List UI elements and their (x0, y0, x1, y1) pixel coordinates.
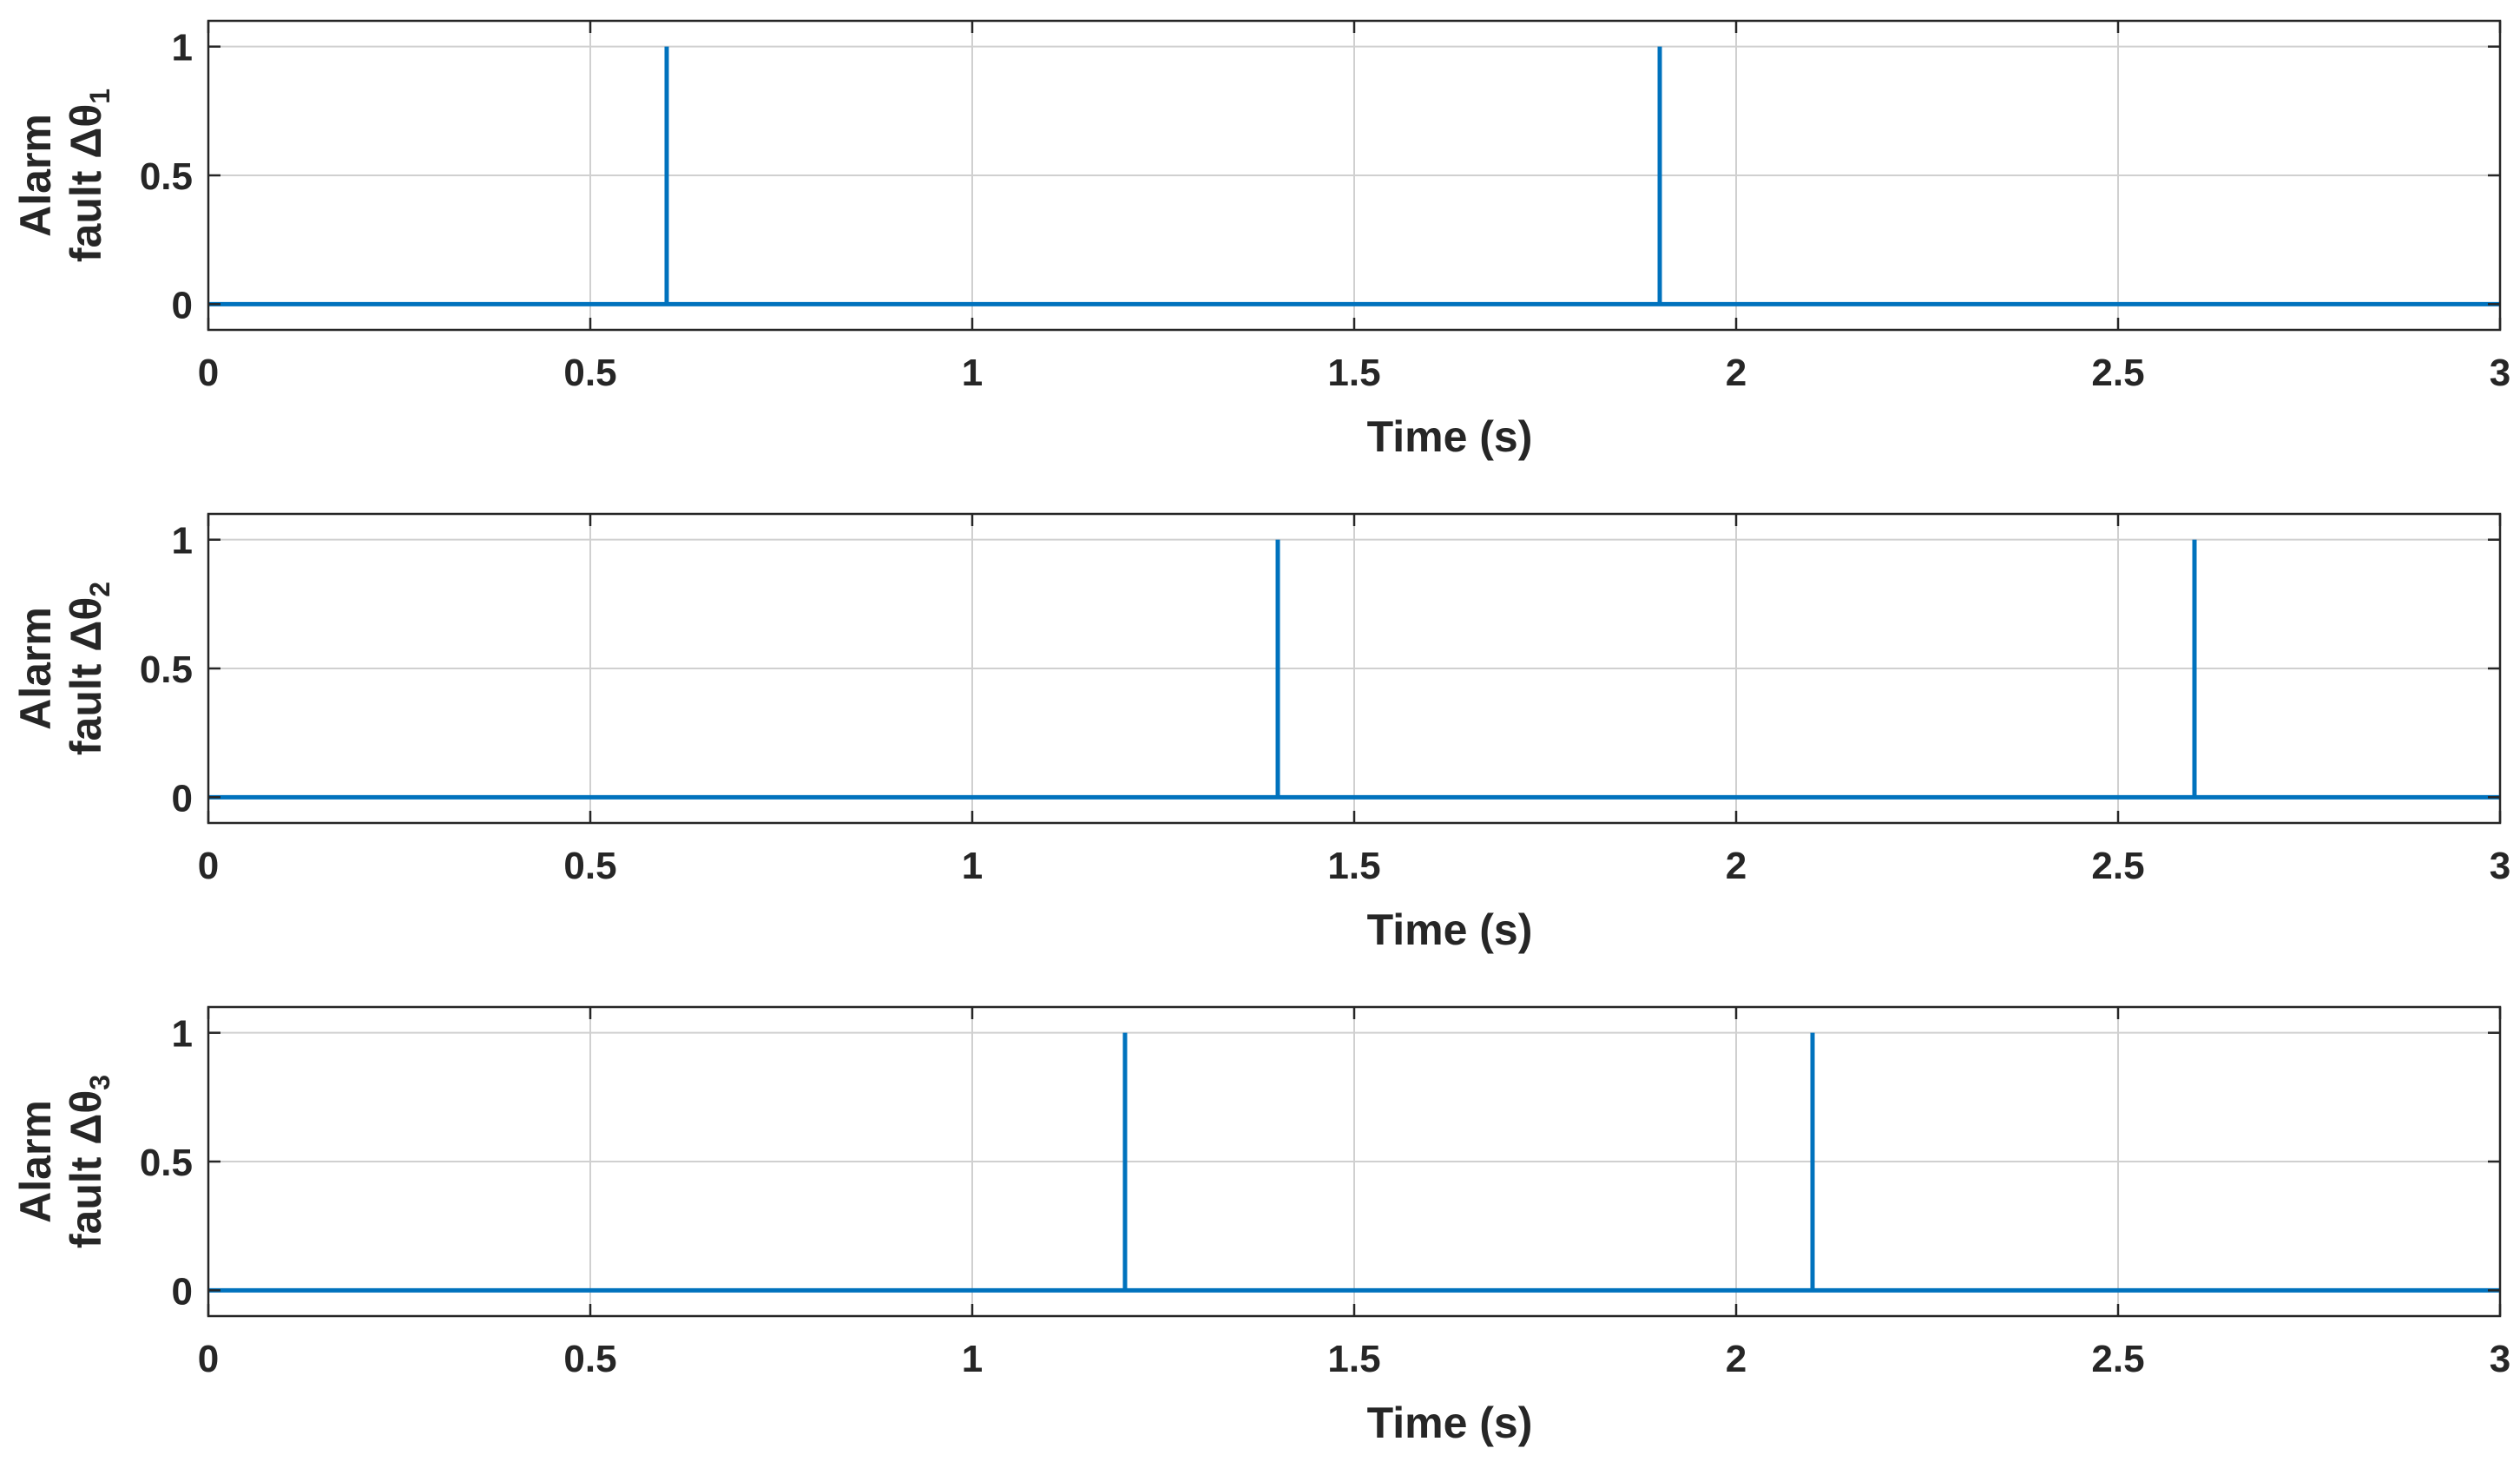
x-tick-label: 2 (1726, 1338, 1747, 1380)
y-axis-label-subscript: 2 (84, 582, 115, 597)
x-axis-label: Time (s) (1367, 905, 1533, 954)
y-axis-label-line1: Alarm (11, 1100, 60, 1223)
y-axis-label-subscript: 3 (84, 1075, 115, 1090)
y-axis-label-line2: fault Δθ1 (62, 89, 115, 262)
x-tick-label: 0.5 (563, 845, 616, 887)
y-axis-label-line1: Alarm (11, 114, 60, 237)
y-tick-label: 0.5 (140, 155, 193, 198)
x-tick-label: 1.5 (1327, 352, 1380, 394)
y-tick-label: 1 (172, 520, 193, 563)
y-axis-label-subscript: 1 (84, 89, 115, 104)
y-tick-label: 0 (172, 1270, 193, 1313)
y-tick-label: 1 (172, 1013, 193, 1056)
y-tick-label: 0 (172, 777, 193, 820)
x-tick-label: 2 (1726, 352, 1747, 394)
y-axis-label-text: fault Δθ (62, 1090, 110, 1248)
x-tick-label: 1 (962, 352, 983, 394)
y-axis-label-line2: fault Δθ2 (62, 582, 115, 755)
x-tick-label: 2.5 (2091, 1338, 2144, 1380)
series-line (208, 46, 2500, 306)
y-axis-label-line1: Alarm (11, 607, 60, 730)
x-tick-label: 1 (962, 1338, 983, 1380)
x-tick-label: 0.5 (563, 1338, 616, 1380)
x-tick-label: 3 (2490, 845, 2510, 887)
y-axis-label-line2: fault Δθ3 (62, 1075, 115, 1248)
x-tick-label: 1.5 (1327, 1338, 1380, 1380)
x-axis-label: Time (s) (1367, 412, 1533, 461)
x-tick-label: 0 (198, 845, 219, 887)
x-tick-label: 2.5 (2091, 352, 2144, 394)
x-tick-label: 3 (2490, 1338, 2510, 1380)
series-line (208, 539, 2500, 800)
x-tick-label: 3 (2490, 352, 2510, 394)
x-tick-label: 2 (1726, 845, 1747, 887)
series-line (208, 1032, 2500, 1293)
y-tick-label: 0.5 (140, 1142, 193, 1184)
x-tick-label: 0.5 (563, 352, 616, 394)
x-tick-label: 1 (962, 845, 983, 887)
y-axis-label-text: fault Δθ (62, 104, 110, 262)
y-axis-label-text: fault Δθ (62, 597, 110, 755)
x-tick-label: 0 (198, 1338, 219, 1380)
x-tick-label: 1.5 (1327, 845, 1380, 887)
y-tick-label: 0.5 (140, 648, 193, 691)
x-tick-label: 2.5 (2091, 845, 2144, 887)
x-tick-label: 0 (198, 352, 219, 394)
y-tick-label: 0 (172, 284, 193, 326)
y-tick-label: 1 (172, 27, 193, 69)
x-axis-label: Time (s) (1367, 1399, 1533, 1447)
